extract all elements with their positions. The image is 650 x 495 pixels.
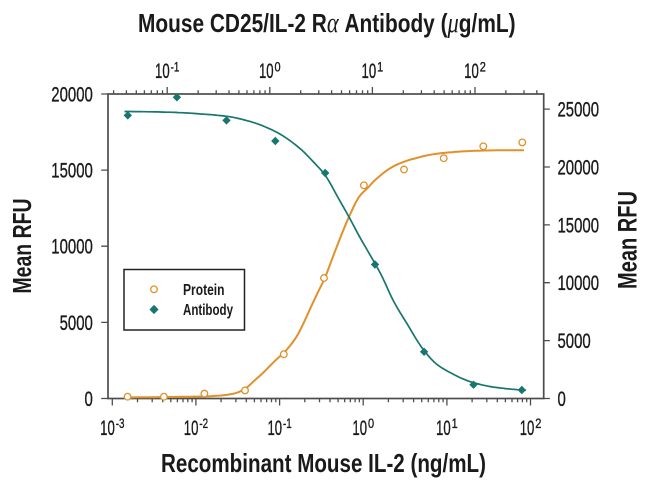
- svg-text:1: 1: [377, 59, 383, 74]
- svg-text:Recombinant Mouse IL-2 (ng/mL): Recombinant Mouse IL-2 (ng/mL): [161, 448, 486, 478]
- svg-text:0: 0: [275, 59, 281, 74]
- svg-text:10: 10: [184, 417, 199, 440]
- svg-text:10: 10: [259, 60, 274, 83]
- svg-text:0: 0: [368, 416, 374, 431]
- svg-text:Mean RFU: Mean RFU: [613, 191, 643, 289]
- svg-text:5000: 5000: [558, 330, 591, 353]
- svg-text:10: 10: [362, 60, 377, 83]
- svg-text:Antibody: Antibody: [183, 302, 233, 319]
- svg-text:20000: 20000: [558, 156, 600, 179]
- svg-text:25000: 25000: [558, 99, 600, 122]
- svg-text:Mouse CD25/IL-2 Rα Antibody (μ: Mouse CD25/IL-2 Rα Antibody (μg/mL): [138, 8, 516, 39]
- svg-text:20000: 20000: [51, 83, 93, 106]
- svg-text:10: 10: [464, 60, 479, 83]
- svg-text:10: 10: [155, 60, 170, 83]
- svg-text:10: 10: [436, 417, 451, 440]
- svg-text:-2: -2: [199, 416, 208, 431]
- svg-text:-1: -1: [171, 59, 180, 74]
- svg-text:2: 2: [480, 59, 486, 74]
- svg-text:10000: 10000: [558, 272, 600, 295]
- svg-text:10: 10: [100, 417, 115, 440]
- svg-text:-1: -1: [283, 416, 292, 431]
- svg-text:Protein: Protein: [183, 282, 225, 299]
- svg-text:10000: 10000: [51, 236, 93, 259]
- svg-text:10: 10: [520, 417, 535, 440]
- svg-text:-3: -3: [116, 416, 125, 431]
- svg-text:10: 10: [352, 417, 367, 440]
- svg-text:0: 0: [85, 388, 93, 411]
- svg-text:0: 0: [558, 388, 566, 411]
- svg-text:15000: 15000: [558, 214, 600, 237]
- svg-text:1: 1: [452, 416, 458, 431]
- svg-text:10: 10: [267, 417, 282, 440]
- svg-text:Mean RFU: Mean RFU: [7, 199, 37, 294]
- svg-text:5000: 5000: [60, 312, 93, 335]
- svg-text:2: 2: [535, 416, 541, 431]
- svg-text:15000: 15000: [51, 160, 93, 183]
